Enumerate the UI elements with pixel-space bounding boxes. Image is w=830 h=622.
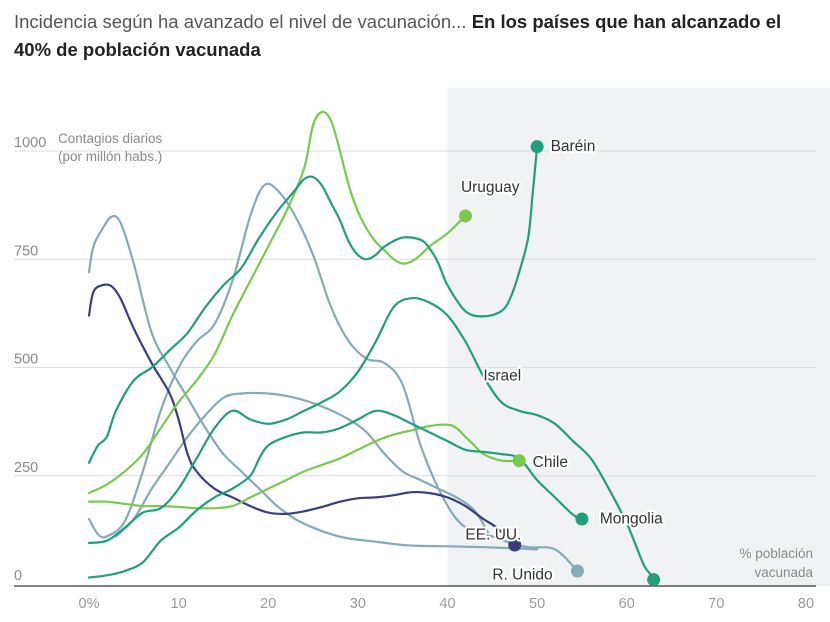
series-label-mongolia: Mongolia xyxy=(600,510,663,527)
title-lead: Incidencia según ha avanzado el nivel de… xyxy=(14,11,467,32)
series-label-ee-uu-: EE. UU. xyxy=(465,526,521,543)
series-label-r-unido: R. Unido xyxy=(492,567,552,584)
x-axis-label-line1: % población xyxy=(739,546,813,561)
gridlines xyxy=(14,150,816,587)
series-label-uruguay: Uruguay xyxy=(461,179,520,196)
x-tick-label-80: 80 xyxy=(798,596,814,612)
series-label-bar-in: Baréin xyxy=(551,138,596,155)
y-tick-label-0: 0 xyxy=(14,568,22,584)
x-tick-label-30: 30 xyxy=(350,596,366,612)
y-tick-label-250: 250 xyxy=(14,460,38,476)
series-marker-bar-in xyxy=(530,140,544,154)
series-labels: Baréin Uruguay Israel Chile Mongolia EE. UU. R… xyxy=(459,136,665,586)
x-tick-label-0: 0% xyxy=(79,596,100,612)
x-tick-label-70: 70 xyxy=(708,596,724,612)
y-axis-label-line1: Contagios diarios xyxy=(58,131,163,146)
series-label-israel: Israel xyxy=(483,367,521,384)
x-tick-label-40: 40 xyxy=(439,596,455,612)
series-marker-mongolia xyxy=(575,512,589,526)
chart-title: Incidencia según ha avanzado el nivel de… xyxy=(14,8,814,64)
series-markers xyxy=(458,140,661,587)
shaded-region xyxy=(447,88,830,586)
y-tick-label-750: 750 xyxy=(14,243,38,259)
y-axis-label-line2: (por millón habs.) xyxy=(58,149,162,164)
x-tick-label-60: 60 xyxy=(619,596,635,612)
series-line-mongolia xyxy=(87,409,583,579)
series-line-chile xyxy=(87,423,521,510)
y-tick-labels: 0 250 500 750 1000 xyxy=(14,135,46,584)
x-tick-label-50: 50 xyxy=(529,596,545,612)
series-lines xyxy=(87,110,655,579)
series-line-ee-uu- xyxy=(87,283,516,547)
x-tick-label-20: 20 xyxy=(260,596,276,612)
title-highlight: En los países que han alcanzado el 40% d… xyxy=(14,11,782,60)
series-marker-chile xyxy=(512,454,526,468)
x-tick-label-10: 10 xyxy=(171,596,187,612)
y-tick-label-500: 500 xyxy=(14,352,38,368)
series-line-uruguay xyxy=(87,110,467,495)
series-line-series-2 xyxy=(114,391,489,538)
series-marker-israel-end xyxy=(647,573,661,587)
series-line-series-1 xyxy=(87,214,539,551)
series-label-chile: Chile xyxy=(533,454,568,471)
x-axis-label-line2: vacunada xyxy=(754,565,813,580)
x-tick-labels: 0% 10 20 30 40 50 60 70 80 xyxy=(79,596,815,612)
series-marker-ee-uu- xyxy=(508,538,522,552)
y-tick-label-1000: 1000 xyxy=(14,135,46,151)
series-marker-uruguay xyxy=(458,209,472,223)
series-line-israel xyxy=(87,296,655,579)
series-line-r-unido xyxy=(87,182,579,573)
series-marker-r-unido xyxy=(570,564,584,578)
series-line-bar-in xyxy=(87,145,539,464)
